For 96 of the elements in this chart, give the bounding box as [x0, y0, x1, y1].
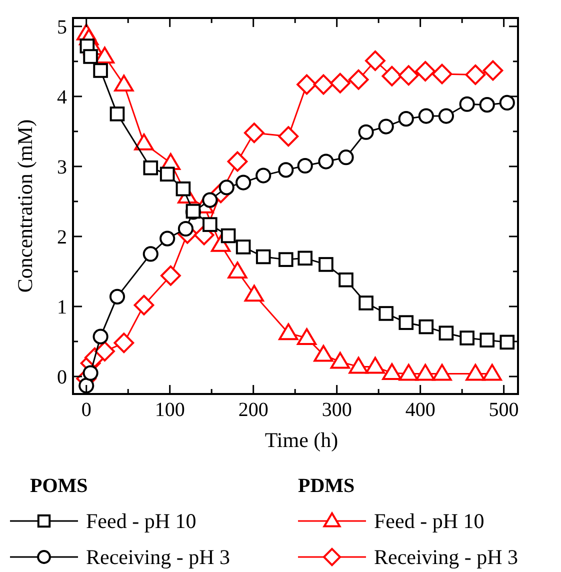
- y-tick-label: 4: [57, 86, 67, 108]
- point: [358, 296, 374, 310]
- point: [482, 60, 504, 81]
- point: [202, 192, 218, 208]
- point: [160, 265, 181, 286]
- point: [318, 257, 334, 272]
- point: [365, 50, 386, 71]
- y-tick-label: 3: [57, 156, 67, 178]
- point: [313, 74, 334, 95]
- point: [460, 330, 474, 346]
- point: [418, 319, 434, 334]
- point: [227, 151, 248, 172]
- point: [244, 122, 264, 144]
- x-tick-label: 300: [322, 399, 352, 421]
- point: [83, 49, 98, 64]
- point: [438, 326, 454, 340]
- point: [432, 64, 452, 84]
- point: [465, 64, 486, 85]
- point: [500, 334, 515, 350]
- point: [348, 356, 368, 374]
- legend-label: Receiving - pH 3: [374, 545, 518, 569]
- point: [365, 356, 386, 374]
- point: [378, 306, 394, 321]
- y-tick-label: 1: [57, 296, 67, 318]
- x-tick-label: 200: [238, 399, 268, 421]
- point: [94, 341, 115, 362]
- point: [143, 160, 158, 176]
- point: [278, 162, 294, 178]
- x-tick-label: 500: [488, 399, 519, 421]
- point: [134, 294, 154, 316]
- point: [466, 364, 486, 381]
- x-tick-label: 0: [81, 399, 92, 421]
- x-tick-label: 400: [405, 399, 436, 421]
- point: [256, 168, 272, 184]
- text: PDMS: [298, 475, 355, 497]
- legend-label: Receiving - pH 3: [86, 545, 230, 569]
- point: [296, 328, 317, 345]
- point: [382, 363, 402, 380]
- point: [438, 108, 454, 124]
- text: POMS: [30, 475, 88, 497]
- point: [236, 174, 252, 190]
- point: [236, 240, 251, 254]
- point: [244, 284, 264, 302]
- point: [432, 364, 452, 381]
- point: [398, 111, 414, 127]
- point: [398, 364, 418, 381]
- y-axis-title: Concentration (mM): [13, 119, 37, 293]
- point: [278, 126, 299, 147]
- point: [142, 246, 158, 262]
- legend-label: Feed - pH 10: [86, 509, 196, 533]
- point: [482, 364, 502, 381]
- point: [348, 69, 369, 90]
- y-tick-label: 0: [57, 366, 67, 388]
- point: [202, 217, 218, 232]
- point: [176, 181, 191, 196]
- point: [160, 230, 176, 246]
- point: [499, 94, 515, 111]
- point: [382, 66, 402, 86]
- point: [330, 72, 350, 94]
- point: [330, 352, 350, 369]
- point: [358, 124, 374, 140]
- point: [480, 332, 495, 348]
- point: [296, 74, 317, 95]
- point: [278, 323, 298, 340]
- point: [378, 118, 394, 134]
- y-tick-label: 5: [57, 16, 67, 38]
- point: [109, 288, 126, 304]
- point: [110, 106, 125, 122]
- point: [398, 65, 419, 86]
- point: [82, 365, 98, 381]
- point: [228, 262, 248, 278]
- point: [338, 272, 354, 288]
- point: [416, 364, 436, 381]
- point: [134, 134, 154, 150]
- x-tick-label: 100: [154, 399, 185, 421]
- point: [297, 158, 313, 174]
- point: [459, 96, 475, 112]
- legend-label: Feed - pH 10: [374, 509, 484, 533]
- x-axis-title: Time (h): [264, 428, 338, 452]
- point: [93, 63, 108, 78]
- point: [92, 328, 108, 344]
- point: [160, 166, 175, 182]
- point: [318, 154, 334, 170]
- point: [114, 74, 134, 92]
- point: [415, 61, 436, 82]
- point: [479, 97, 495, 113]
- point: [314, 344, 334, 362]
- point: [298, 250, 312, 266]
- y-tick-label: 2: [57, 226, 67, 248]
- point: [338, 150, 354, 166]
- point: [418, 108, 434, 124]
- point: [398, 315, 414, 330]
- point: [178, 220, 194, 237]
- point: [256, 249, 271, 264]
- point: [278, 252, 294, 267]
- point: [114, 332, 134, 354]
